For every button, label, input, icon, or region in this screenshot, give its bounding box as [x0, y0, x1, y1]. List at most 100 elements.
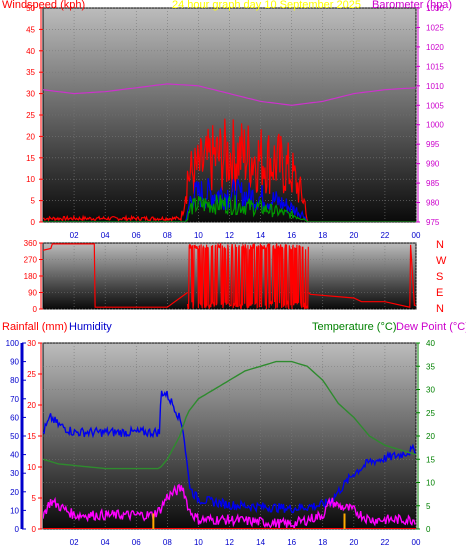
wind-x-tick-label: 20: [349, 231, 358, 240]
barometer-y-tick-label: 1030: [426, 4, 444, 13]
rain-y-tick-label: 0: [32, 525, 37, 534]
wind-y-tick-label: 40: [26, 47, 35, 56]
humidity-y-tick-label: 30: [10, 469, 19, 478]
wind-x-tick-label: 06: [132, 231, 141, 240]
wind-x-tick-label: 08: [163, 231, 172, 240]
humidity-y-tick-label: 10: [10, 506, 19, 515]
barometer-y-tick-label: 975: [426, 218, 440, 227]
wind-x-tick-label: 12: [225, 231, 234, 240]
wind-y-tick-label: 20: [26, 132, 35, 141]
barometer-y-tick-label: 1010: [426, 82, 444, 91]
wind-y-tick-label: 45: [26, 25, 35, 34]
temp-x-tick-label: 10: [194, 538, 203, 547]
barometer-y-tick-label: 985: [426, 179, 440, 188]
temp-x-tick-label: 06: [132, 538, 141, 547]
temp-series-line-1: [43, 360, 416, 470]
direction-line-b-0: [308, 244, 416, 308]
wind-chart-plot: [43, 83, 416, 222]
humidity-y-tick-label: 100: [6, 339, 20, 348]
temp-x-tick-label: 18: [318, 538, 327, 547]
temp-x-tick-label: 08: [163, 538, 172, 547]
compass-label-n2: N: [436, 303, 444, 315]
direction-block-0: [186, 243, 309, 309]
wind-x-tick-label: 22: [380, 231, 389, 240]
wind-y-tick-label: 30: [26, 90, 35, 99]
wind-y-tick-label: 35: [26, 68, 35, 77]
rain-y-tick-label: 15: [27, 432, 36, 441]
chart-title: 24 hour graph day 10 September 2025: [172, 0, 361, 11]
direction-y-tick-label: 90: [28, 289, 37, 298]
humidity-y-tick-label: 50: [10, 432, 19, 441]
wind-series-line-0: [43, 83, 416, 106]
compass-label-n1: N: [436, 239, 444, 251]
wind-y-tick-label: 10: [26, 175, 35, 184]
temp-y-tick-label: 30: [426, 386, 435, 395]
rain-y-tick-label: 20: [27, 401, 36, 410]
compass-label-e: E: [436, 287, 443, 299]
barometer-y-tick-label: 1020: [426, 43, 444, 52]
temp-y-tick-label: 10: [426, 479, 435, 488]
temperature-chart-plot: [43, 360, 416, 529]
wind-x-tick-label: 16: [287, 231, 296, 240]
temp-x-tick-label: 20: [349, 538, 358, 547]
temp-y-tick-label: 25: [426, 409, 435, 418]
wind-series-line-2: [43, 178, 416, 222]
barometer-y-tick-label: 990: [426, 160, 440, 169]
wind-x-tick-label: 10: [194, 231, 203, 240]
wind-x-tick-label: 02: [70, 231, 79, 240]
barometer-y-tick-label: 980: [426, 199, 440, 208]
temp-x-tick-label: 22: [380, 538, 389, 547]
wind-series-line-3: [43, 194, 416, 222]
temperature-axis-label: Temperature (°C): [312, 321, 396, 333]
rainfall-axis-label: Rainfall (mm): [2, 321, 67, 333]
humidity-y-tick-label: 90: [10, 358, 19, 367]
direction-y-tick-label: 270: [24, 256, 38, 265]
barometer-y-tick-label: 1025: [426, 23, 444, 32]
temp-series-line-0: [43, 390, 416, 514]
barometer-y-tick-label: 1015: [426, 62, 444, 71]
dewpoint-axis-label: Dew Point (°C): [396, 321, 466, 333]
rain-y-tick-label: 10: [27, 463, 36, 472]
barometer-y-tick-label: 995: [426, 140, 440, 149]
temp-x-tick-label: 04: [101, 538, 110, 547]
direction-y-tick-label: 360: [24, 239, 38, 248]
temp-y-tick-label: 0: [426, 525, 431, 534]
direction-chart-plot: [43, 243, 416, 309]
temp-y-tick-label: 5: [426, 502, 431, 511]
temp-y-tick-label: 20: [426, 432, 435, 441]
direction-y-tick-label: 180: [24, 272, 38, 281]
wind-y-tick-label: 15: [26, 154, 35, 163]
wind-y-tick-label: 25: [26, 111, 35, 120]
temp-series-line-2: [43, 483, 416, 529]
temp-y-tick-label: 40: [426, 339, 435, 348]
temp-x-tick-label: 12: [225, 538, 234, 547]
humidity-y-tick-label: 40: [10, 451, 19, 460]
wind-x-tick-label: 00: [412, 231, 421, 240]
wind-x-tick-label: 04: [101, 231, 110, 240]
temp-x-tick-label: 14: [256, 538, 265, 547]
barometer-axis-label: Barometer (hpa): [372, 0, 452, 11]
barometer-y-tick-label: 1005: [426, 101, 444, 110]
humidity-y-tick-label: 70: [10, 395, 19, 404]
humidity-y-tick-label: 20: [10, 488, 19, 497]
temp-y-tick-label: 15: [426, 455, 435, 464]
humidity-y-tick-label: 0: [15, 525, 20, 534]
humidity-axis-label: Humidity: [69, 321, 112, 333]
chart-axes: 02 04 06 08 10 12 14 16 18 20 22 000510152025303540…: [6, 4, 445, 547]
humidity-y-tick-label: 80: [10, 376, 19, 385]
temp-x-tick-label: 16: [287, 538, 296, 547]
temp-x-tick-label: 00: [412, 538, 421, 547]
barometer-y-tick-label: 1000: [426, 121, 444, 130]
wind-y-tick-label: 50: [26, 4, 35, 13]
temp-x-tick-label: 02: [70, 538, 79, 547]
wind-x-tick-label: 18: [318, 231, 327, 240]
wind-y-tick-label: 0: [31, 218, 36, 227]
wind-y-tick-label: 5: [31, 197, 36, 206]
wind-x-tick-label: 14: [256, 231, 265, 240]
rain-y-tick-label: 5: [32, 494, 37, 503]
rain-y-tick-label: 25: [27, 370, 36, 379]
compass-label-w: W: [436, 255, 447, 267]
direction-y-tick-label: 0: [33, 305, 38, 314]
windspeed-axis-label: Windspeed (kph): [2, 0, 85, 11]
